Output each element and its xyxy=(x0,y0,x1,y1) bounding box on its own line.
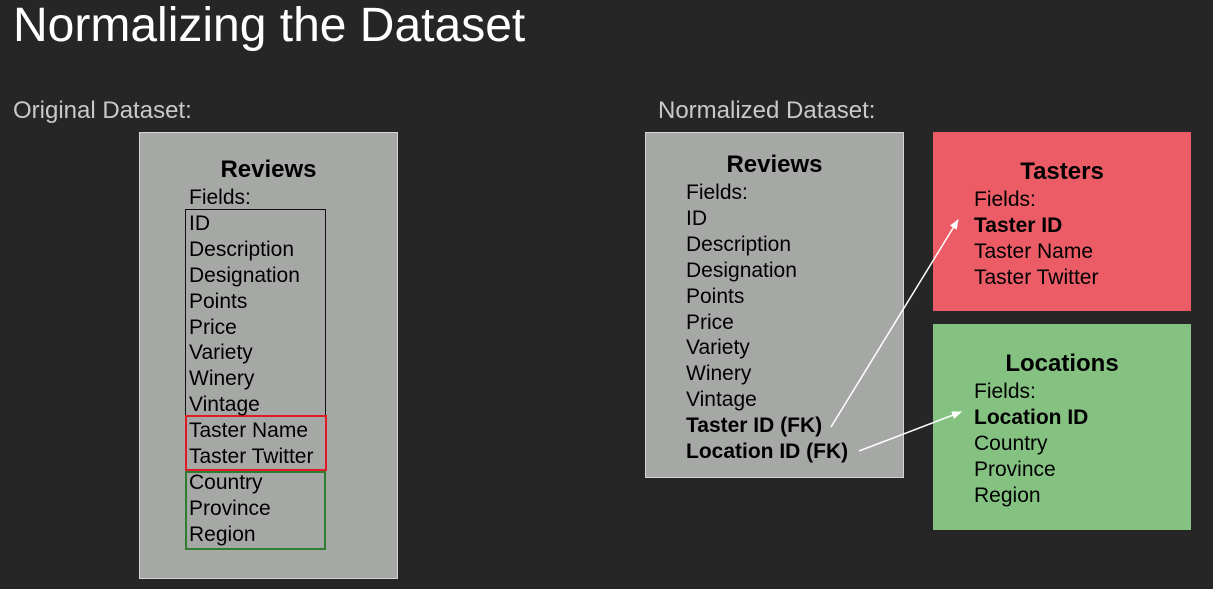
page-title: Normalizing the Dataset xyxy=(13,0,526,52)
locations-table: Locations Fields: Location ID Country Pr… xyxy=(933,324,1191,530)
field-item: Taster Name xyxy=(974,239,1094,263)
foreign-key-location: Location ID (FK) xyxy=(686,440,849,464)
field-item: Taster Twitter xyxy=(974,265,1099,289)
field-item: Variety xyxy=(189,341,253,365)
original-reviews-table: Reviews Fields: ID Description Designati… xyxy=(139,132,398,579)
primary-key-taster-id: Taster ID xyxy=(974,214,1063,237)
original-location-fields-outline xyxy=(185,471,326,550)
field-item: Winery xyxy=(189,367,255,391)
field-item: ID xyxy=(189,212,210,235)
field-item: Designation xyxy=(686,258,797,282)
original-reviews-title: Reviews xyxy=(220,156,317,183)
tasters-title: Tasters xyxy=(1020,158,1104,185)
locations-field-list: Location ID Country Province Region xyxy=(974,405,1088,509)
field-item: Region xyxy=(974,483,1041,507)
field-item: Vintage xyxy=(686,388,757,412)
original-dataset-heading: Original Dataset: xyxy=(13,97,192,124)
field-item: Vintage xyxy=(189,393,260,417)
field-item: Description xyxy=(686,232,792,256)
normalized-reviews-table: Reviews Fields: ID Description Designati… xyxy=(645,132,904,478)
field-item: Country xyxy=(974,431,1048,455)
field-item: Points xyxy=(686,284,745,308)
field-item: Price xyxy=(189,315,237,339)
tasters-field-list: Taster ID Taster Name Taster Twitter xyxy=(974,213,1098,291)
location-fk-arrow xyxy=(858,411,962,452)
field-item: Taster Name xyxy=(189,419,309,443)
normalized-dataset-heading: Normalized Dataset: xyxy=(658,97,876,124)
field-item: Taster Twitter xyxy=(189,445,314,469)
normalized-field-list: ID Description Designation Points Price … xyxy=(686,206,848,465)
tasters-table: Tasters Fields: Taster ID Taster Name Ta… xyxy=(933,132,1191,311)
original-fields-label: Fields: xyxy=(189,186,251,209)
normalized-fields-label: Fields: xyxy=(686,181,748,204)
locations-fields-label: Fields: xyxy=(974,380,1036,403)
field-item: Price xyxy=(686,310,734,334)
field-item: Region xyxy=(189,522,256,546)
field-item: Variety xyxy=(686,336,750,360)
field-item: Province xyxy=(974,457,1056,481)
field-item: Province xyxy=(189,496,271,520)
field-item: Designation xyxy=(189,263,300,287)
primary-key-location-id: Location ID xyxy=(974,406,1089,429)
tasters-fields-label: Fields: xyxy=(974,188,1036,211)
locations-title: Locations xyxy=(1005,350,1119,377)
field-item: Winery xyxy=(686,362,752,386)
normalized-reviews-title: Reviews xyxy=(726,151,823,178)
field-item: Country xyxy=(189,470,263,494)
original-taster-fields-outline xyxy=(185,415,327,471)
field-item: Points xyxy=(189,289,248,313)
taster-fk-arrow xyxy=(830,219,959,428)
field-item: ID xyxy=(686,207,707,230)
field-item: Description xyxy=(189,237,295,261)
original-core-field-list: ID Description Designation Points Price … xyxy=(189,211,313,548)
foreign-key-taster: Taster ID (FK) xyxy=(686,414,823,438)
